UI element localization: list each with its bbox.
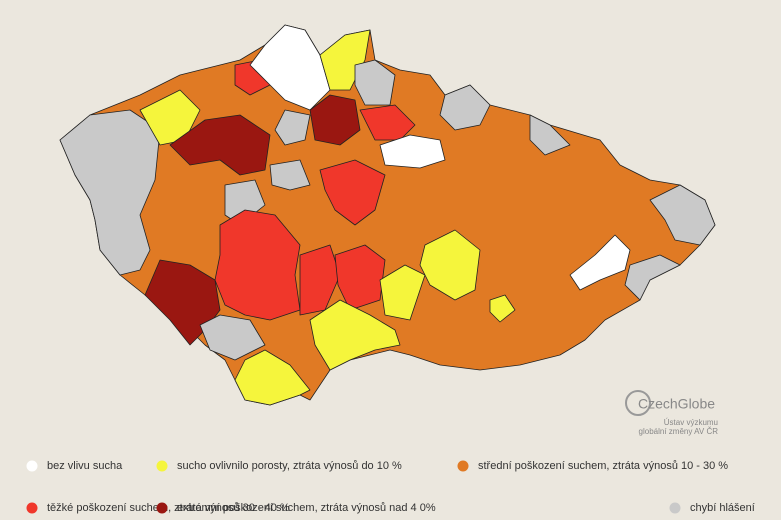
legend-label: střední poškození suchem, ztráta výnosů … [478, 460, 728, 472]
district [439, 84, 491, 131]
district [569, 234, 631, 291]
district [309, 299, 401, 371]
legend-label: bez vlivu sucha [47, 460, 123, 472]
district [139, 89, 201, 146]
logo: CzechGlobe Ústav výzkumu globální změny … [625, 390, 719, 436]
district [354, 59, 396, 106]
district [624, 254, 681, 301]
district [169, 114, 271, 176]
district [59, 109, 161, 276]
district [299, 244, 341, 316]
legend-swatch [669, 502, 681, 514]
legend-swatch [156, 460, 168, 472]
logo-icon [625, 390, 651, 416]
legend: bez vlivu sucha sucho ovlivnilo porosty, … [26, 460, 755, 514]
legend-label: sucho ovlivnilo porosty, ztráta výnosů d… [177, 460, 402, 472]
legend-swatch [457, 460, 469, 472]
logo-name: CzechGlobe [638, 396, 715, 412]
district [379, 264, 426, 321]
legend-label: chybí hlášení [690, 502, 755, 514]
legend-swatch [26, 502, 38, 514]
logo-line: Ústav výzkumu [664, 418, 718, 427]
logo-line: globální změny AV ČR [639, 427, 719, 436]
legend-label: těžké poškození suchem, ztráta výnosů 30… [47, 502, 290, 514]
district [334, 244, 386, 311]
legend-swatch [156, 502, 168, 514]
district [319, 159, 386, 226]
district [214, 209, 301, 321]
district [379, 134, 446, 169]
district [274, 109, 311, 146]
district [269, 159, 311, 191]
district [419, 229, 481, 301]
district [489, 294, 516, 323]
district [144, 259, 221, 346]
district [309, 94, 361, 146]
legend-swatch [26, 460, 38, 472]
district [359, 104, 416, 141]
district [199, 314, 266, 361]
legend-label: extrémní poškození suchem, ztráta výnosů… [177, 502, 436, 514]
district [234, 349, 311, 406]
district [649, 184, 716, 246]
country [59, 24, 716, 406]
district [529, 114, 571, 156]
